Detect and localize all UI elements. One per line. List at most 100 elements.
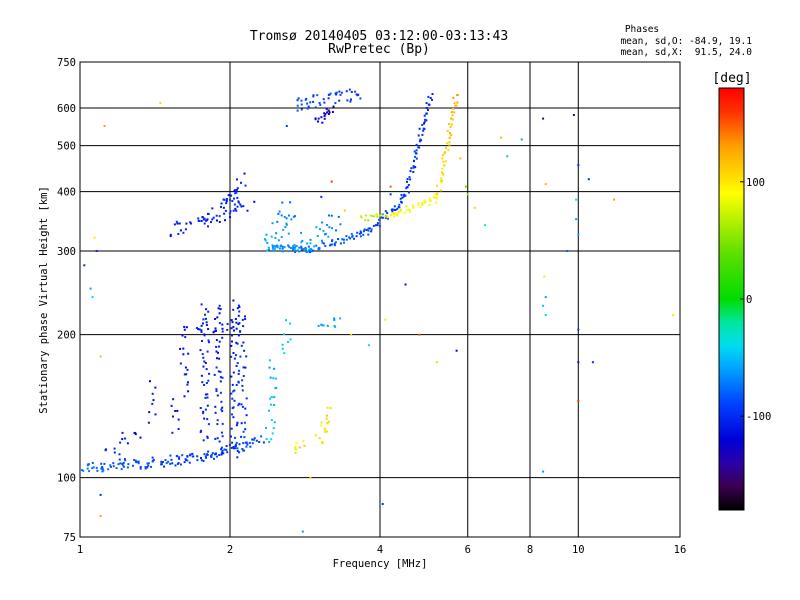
data-point [296, 104, 299, 107]
data-point [221, 406, 224, 409]
data-point [325, 107, 328, 110]
data-point [370, 230, 373, 233]
data-point [453, 111, 456, 114]
data-point [242, 325, 245, 328]
data-point [328, 420, 330, 423]
data-point [380, 213, 383, 216]
data-point [183, 325, 186, 328]
data-point [218, 221, 221, 223]
data-point [240, 422, 243, 425]
data-point [577, 361, 580, 364]
data-point [251, 442, 254, 445]
data-point [268, 359, 271, 362]
data-point [270, 235, 273, 238]
data-point [115, 467, 118, 470]
data-point [220, 453, 223, 456]
data-point [169, 454, 172, 457]
data-point [289, 322, 291, 325]
data-point [241, 405, 244, 408]
data-point [180, 463, 182, 466]
data-point [591, 361, 594, 364]
data-point [245, 445, 248, 448]
data-point [319, 103, 322, 106]
data-point [429, 97, 432, 99]
data-point [185, 459, 187, 461]
data-point [233, 190, 236, 193]
data-point [339, 242, 342, 245]
data-point [230, 435, 232, 438]
data-point [328, 214, 330, 217]
data-point [269, 376, 272, 379]
data-point [542, 304, 545, 307]
data-point [386, 214, 388, 217]
data-point [328, 226, 331, 229]
data-point [144, 467, 147, 470]
data-point [309, 238, 312, 241]
data-point [359, 230, 362, 233]
data-point [424, 118, 427, 121]
data-point [370, 228, 373, 231]
data-point [340, 91, 343, 94]
data-point [381, 213, 384, 216]
data-point [185, 326, 188, 329]
data-point [206, 393, 209, 396]
data-point [333, 244, 336, 247]
data-point [231, 413, 233, 416]
data-point [218, 340, 221, 343]
data-point [348, 88, 351, 91]
data-point [236, 178, 238, 181]
data-point [169, 233, 172, 236]
data-point [312, 94, 315, 97]
data-point [235, 341, 238, 344]
data-point [112, 465, 115, 468]
data-point [396, 214, 398, 217]
data-point [215, 214, 218, 217]
data-point [298, 246, 301, 249]
data-point [245, 397, 248, 400]
data-point [202, 365, 205, 368]
data-point [295, 245, 298, 247]
data-point [176, 222, 179, 225]
data-point [88, 470, 91, 473]
data-point [337, 215, 340, 218]
data-point [365, 214, 368, 217]
data-point [262, 441, 265, 444]
data-point [224, 209, 227, 212]
data-point [151, 456, 154, 459]
data-point [242, 442, 245, 445]
data-point [242, 341, 245, 344]
data-point [221, 410, 224, 413]
data-point [341, 238, 344, 241]
grid-lines [80, 62, 680, 537]
data-point [450, 111, 453, 114]
data-point [378, 225, 381, 228]
data-point [101, 467, 104, 470]
data-point [277, 212, 280, 215]
data-point [221, 330, 224, 333]
data-point [329, 92, 332, 95]
data-point [213, 457, 215, 460]
data-point [215, 366, 218, 369]
data-point [235, 188, 238, 191]
data-point [359, 235, 362, 238]
data-point [269, 397, 272, 400]
data-point [312, 249, 315, 252]
chart-subtitle: RwPretec (Bp) [328, 42, 430, 57]
data-point [170, 404, 173, 407]
data-point [268, 366, 271, 369]
data-point [360, 231, 363, 234]
y-tick-label: 100 [57, 473, 76, 485]
data-point [204, 313, 206, 316]
x-tick-label: 10 [572, 544, 585, 556]
data-point [284, 226, 287, 229]
data-point [294, 448, 297, 451]
data-point [230, 392, 233, 395]
axes: 1 2 4 6 8 10 16 75 100 200 300 400 500 600 750 [57, 57, 686, 556]
data-points [81, 88, 675, 533]
data-point [323, 242, 325, 245]
data-point [396, 207, 399, 210]
data-point [410, 167, 413, 170]
data-point [178, 456, 181, 459]
data-point [380, 216, 383, 219]
data-point [283, 352, 286, 355]
